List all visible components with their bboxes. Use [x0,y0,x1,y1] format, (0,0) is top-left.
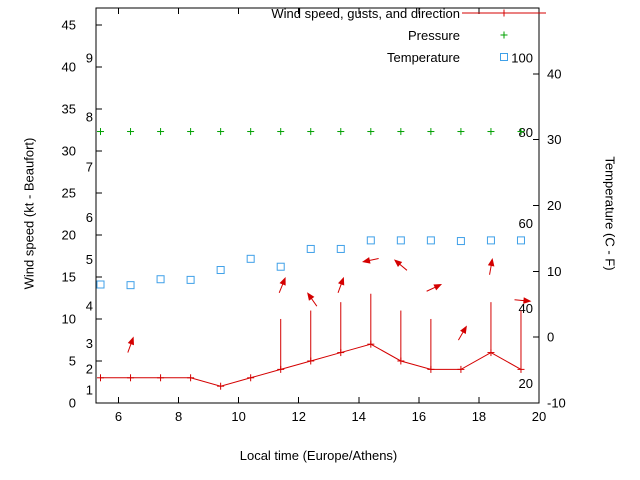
wind-direction-arrow-icon [278,276,286,293]
x-tick-label: 6 [115,409,122,424]
legend-label-wind: Wind speed, gusts, and direction [271,5,460,21]
x-tick-label: 8 [175,409,182,424]
beaufort-scale-label: 1 [86,382,93,397]
temperature-point [96,280,105,289]
temperature-point [246,254,255,263]
right-tick-label: 20 [547,198,561,213]
temperature-point [156,275,165,284]
left-tick-label: 20 [62,227,76,242]
fahrenheit-scale-label: 20 [519,376,533,391]
temperature-point [456,237,465,246]
wind-direction-arrow-icon [362,257,379,264]
legend-label-temperature: Temperature [387,49,460,65]
left-tick-label: 10 [62,311,76,326]
left-tick-label: 45 [62,17,76,32]
left-tick-label: 25 [62,185,76,200]
beaufort-scale-label: 3 [86,336,93,351]
wind-direction-arrow-icon [457,325,467,341]
right-tick-label: 10 [547,264,561,279]
wind-direction-arrow-icon [487,257,495,275]
wind-series [97,257,532,390]
pressure-series [97,128,525,136]
legend-row-wind: Wind speed, gusts, and direction [0,2,548,24]
temperature-point [216,266,225,275]
wind-direction-arrow-icon [337,276,345,294]
x-tick-label: 18 [472,409,486,424]
y-axis-title-right: Temperature (C - F) [602,156,618,271]
temperature-point [306,244,315,253]
wind-direction-arrow-icon [426,284,443,292]
right-tick-label: 0 [547,330,554,345]
right-tick-label: 40 [547,66,561,81]
temperature-series [96,236,525,290]
left-tick-label: 0 [69,396,76,411]
left-tick-label: 40 [62,59,76,74]
chart-legend: Wind speed, gusts, and direction Pressur… [0,2,548,68]
temperature-point [516,236,525,245]
fahrenheit-scale-label: 80 [519,125,533,140]
x-tick-label: 12 [291,409,305,424]
temperature-point [276,262,285,271]
legend-sample-temperature-icon [460,46,548,68]
beaufort-scale-label: 2 [86,361,93,376]
beaufort-scale-label: 5 [86,252,93,267]
x-tick-label: 10 [231,409,245,424]
legend-sample-pressure-icon [460,24,548,46]
legend-label-pressure: Pressure [407,27,460,43]
beaufort-scale-label: 7 [86,160,93,175]
x-axis-title: Local time (Europe/Athens) [239,448,398,463]
legend-row-pressure: Pressure [0,24,548,46]
left-tick-label: 30 [62,143,76,158]
beaufort-scale-label: 6 [86,210,93,225]
axis-tick-labels: 6 8 10 12 14 16 18 20051015202530354045-1001020… [62,17,566,424]
legend-sample-wind-icon [460,2,548,24]
temperature-point [126,281,135,290]
wind-direction-arrow-icon [514,297,532,304]
beaufort-scale-label: 4 [86,298,93,313]
left-tick-label: 15 [62,269,76,284]
fahrenheit-scale-label: 100 [511,51,533,66]
wind-direction-arrow-icon [307,292,318,307]
temperature-point [336,244,345,253]
y-axis-title-left: Wind speed (kt - Beaufort) [21,137,37,290]
right-tick-label: 30 [547,132,561,147]
temperature-point [366,236,375,245]
x-tick-label: 14 [352,409,366,424]
right-tick-label: -10 [547,396,566,411]
x-tick-label: 20 [532,409,546,424]
temperature-point [186,275,195,284]
wind-direction-arrow-icon [393,259,408,271]
left-tick-label: 5 [69,353,76,368]
fahrenheit-scale-label: 40 [519,301,533,316]
fahrenheit-scale-label: 60 [519,216,533,231]
beaufort-scale-label: 9 [86,50,93,65]
legend-row-temperature: Temperature [0,46,548,68]
beaufort-scale-label: 8 [86,109,93,124]
x-tick-label: 16 [412,409,426,424]
axis-ticks [96,8,540,404]
temperature-point [396,236,405,245]
temperature-point [426,236,435,245]
temperature-point [486,236,495,245]
wind-direction-arrow-icon [127,336,134,353]
left-tick-label: 35 [62,101,76,116]
